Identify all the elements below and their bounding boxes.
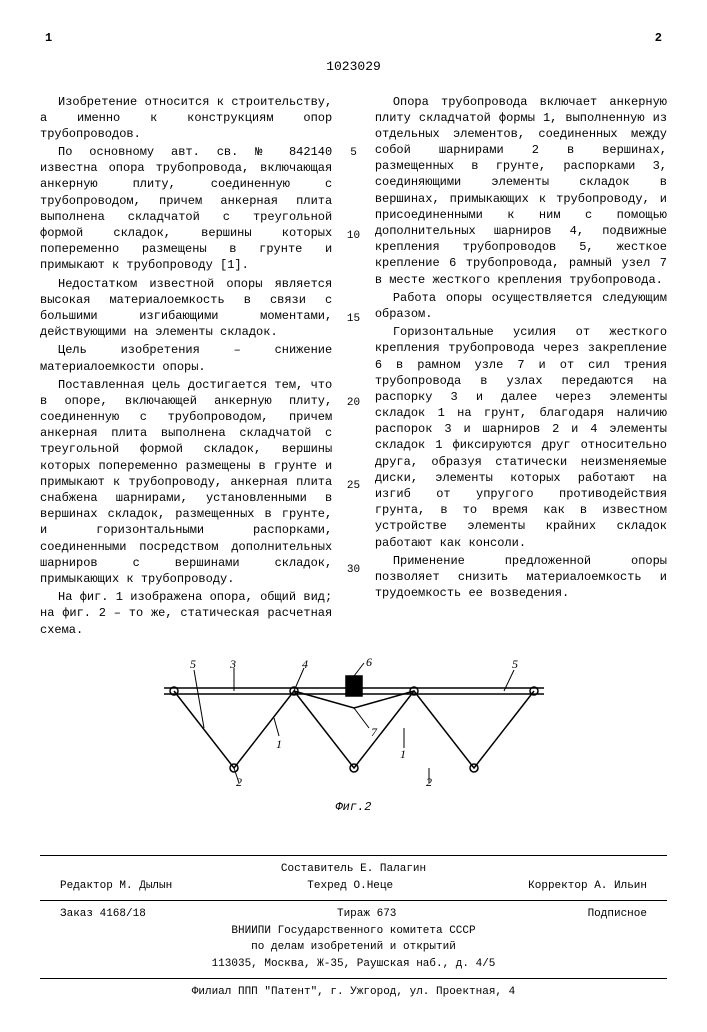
figure-svg: 5 3 4 6 5 7 1 1 2 2: [144, 658, 564, 788]
divider: [40, 900, 667, 901]
credits-line-2: Редактор М. Дылын Техред О.Неце Корректо…: [40, 879, 667, 894]
org-line-2: по делам изобретений и открытий: [40, 940, 667, 955]
fig-label-5b: 5: [512, 658, 518, 671]
linenum: 5: [344, 146, 363, 161]
linenum: 30: [344, 563, 363, 578]
order-num: Заказ 4168/18: [60, 907, 146, 922]
techred: Техред О.Неце: [307, 879, 393, 894]
address-2: Филиал ППП "Патент", г. Ужгород, ул. Про…: [40, 985, 667, 1000]
corrector: Корректор А. Ильин: [528, 879, 647, 894]
linenum: 20: [344, 396, 363, 411]
column-right: Опора трубопровода включает анкерную пли…: [375, 94, 667, 640]
para: На фиг. 1 изображена опора, общий вид; н…: [40, 589, 332, 638]
line-numbers: 5 10 15 20 25 30: [344, 94, 363, 640]
para: Недостатком известной опоры является выс…: [40, 276, 332, 341]
address-1: 113035, Москва, Ж-35, Раушская наб., д. …: [40, 957, 667, 972]
page-num-right: 2: [655, 30, 662, 46]
podpis: Подписное: [588, 907, 647, 922]
page-num-left: 1: [45, 30, 52, 46]
compiler-label: Составитель: [281, 863, 354, 875]
order-line: Заказ 4168/18 Тираж 673 Подписное: [40, 907, 667, 922]
para: Опора трубопровода включает анкерную пли…: [375, 94, 667, 288]
fig-label-1b: 1: [400, 747, 406, 761]
editor: Редактор М. Дылын: [60, 879, 172, 894]
tiraz: Тираж 673: [337, 907, 396, 922]
compiler-name: Е. Палагин: [360, 863, 426, 875]
fig-label-5: 5: [190, 658, 196, 671]
para: Работа опоры осуществляется следующим об…: [375, 290, 667, 322]
credits-line-1: Составитель Е. Палагин: [40, 862, 667, 877]
fig-label-4: 4: [302, 658, 308, 671]
para: Поставленная цель достигается тем, что в…: [40, 377, 332, 587]
linenum: 25: [344, 479, 363, 494]
divider: [40, 855, 667, 856]
para: Изобретение относится к строительству, а…: [40, 94, 332, 143]
para: Цель изобретения – снижение материалоемк…: [40, 342, 332, 374]
figure-caption: Фиг.2: [40, 799, 667, 815]
para: Применение предложенной опоры позволяет …: [375, 553, 667, 602]
para: По основному авт. св. № 842140 известна …: [40, 144, 332, 274]
org-line-1: ВНИИПИ Государственного комитета СССР: [40, 924, 667, 939]
figure-2: 5 3 4 6 5 7 1 1 2 2: [40, 658, 667, 793]
fig-label-6: 6: [366, 658, 372, 669]
fig-label-3: 3: [229, 658, 236, 671]
page-numbers: 1 2: [40, 30, 667, 50]
fig-label-7: 7: [371, 725, 378, 739]
linenum: 15: [344, 312, 363, 327]
text-columns: Изобретение относится к строительству, а…: [40, 94, 667, 640]
document-number: 1023029: [40, 58, 667, 76]
divider: [40, 978, 667, 979]
fig-label-2b: 2: [426, 775, 432, 788]
fig-label-2: 2: [236, 775, 242, 788]
column-left: Изобретение относится к строительству, а…: [40, 94, 332, 640]
footer: Составитель Е. Палагин Редактор М. Дылын…: [40, 855, 667, 1000]
fig-label-1: 1: [276, 737, 282, 751]
linenum: 10: [344, 229, 363, 244]
para: Горизонтальные усилия от жесткого крепле…: [375, 324, 667, 551]
